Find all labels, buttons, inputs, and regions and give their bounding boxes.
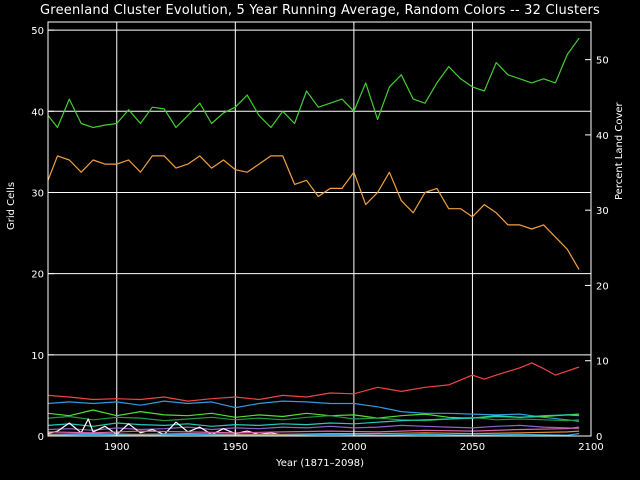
x-tick-label: 2000	[341, 442, 366, 453]
series-line-10	[47, 426, 580, 434]
series-line-2	[47, 155, 580, 270]
y-tick-label-right: 40	[596, 131, 609, 142]
chart-title: Greenland Cluster Evolution, 5 Year Runn…	[40, 3, 600, 18]
x-tick-label: 2100	[578, 442, 603, 453]
y-tick-label-left: 10	[31, 351, 44, 362]
y-tick-label-left: 30	[31, 188, 44, 199]
y-axis-label-right: Percent Land Cover	[614, 102, 625, 200]
x-tick-label: 1900	[104, 442, 129, 453]
series-line-4	[47, 400, 580, 422]
y-tick-label-left: 20	[31, 270, 44, 281]
axis-ticks: 1900 1950 2000 2050 210001020304050010203040…	[31, 26, 608, 453]
plot-frame	[47, 21, 592, 437]
series-line-8	[47, 424, 580, 431]
x-tick-label: 1950	[223, 442, 248, 453]
series-line-11	[47, 430, 580, 435]
y-tick-label-right: 20	[596, 281, 609, 292]
y-tick-label-right: 10	[596, 357, 609, 368]
y-tick-label-right: 0	[596, 432, 602, 443]
series-line-12	[47, 433, 580, 436]
series-line-6	[47, 415, 580, 422]
series-group	[47, 37, 580, 436]
y-tick-label-right: 30	[596, 206, 609, 217]
y-tick-label-right: 50	[596, 56, 609, 67]
x-axis-label: Year (1871–2098)	[275, 458, 365, 469]
y-axis-label-left: Grid Cells	[6, 181, 17, 230]
series-line-7	[47, 414, 580, 427]
x-tick-label: 2050	[460, 442, 485, 453]
grid-lines	[48, 22, 591, 436]
y-tick-label-left: 40	[31, 107, 44, 118]
y-tick-label-left: 0	[38, 432, 44, 443]
series-line-5	[47, 409, 580, 419]
series-line-1	[47, 37, 580, 129]
series-line-3	[47, 362, 580, 402]
y-tick-label-left: 50	[31, 26, 44, 37]
